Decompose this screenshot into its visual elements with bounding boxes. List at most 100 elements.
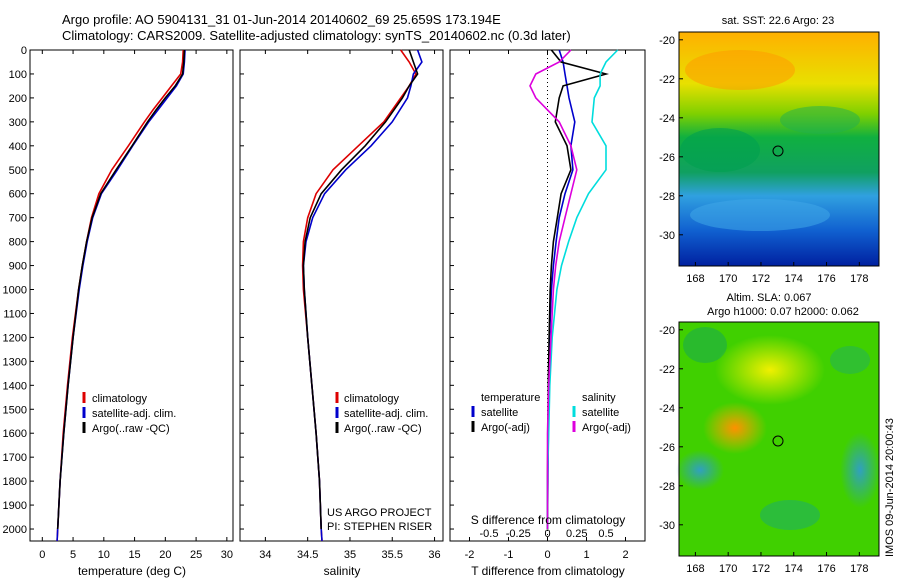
temperature-xlabel: temperature (deg C) <box>78 564 186 578</box>
y-tick-label: 600 <box>9 189 27 201</box>
lon-tick-label: 178 <box>850 273 868 285</box>
sst-cool-patch <box>690 199 830 231</box>
legend-label-s-satellite: satellite <box>582 407 619 419</box>
y-tick-label: 800 <box>9 237 27 249</box>
lat-tick-label: -30 <box>659 230 675 242</box>
y-tick-label: 900 <box>9 261 27 273</box>
y-tick-label: 700 <box>9 213 27 225</box>
sst-map <box>678 31 880 267</box>
y-tick-label: 1100 <box>3 308 27 320</box>
lat-tick-label: -26 <box>659 152 675 164</box>
sst-map-ticks: 168 170 172 174 176 178 -20 -22 -24 -26 -28 -30 <box>659 35 868 285</box>
x-tick-label: -1 <box>504 549 514 561</box>
lon-tick-label: 172 <box>752 273 770 285</box>
x-tick-label: 1 <box>583 549 589 561</box>
x-tick-label: 34.5 <box>297 549 318 561</box>
legend-label-climatology: climatology <box>344 393 400 405</box>
lat-tick-label: -22 <box>659 364 675 376</box>
x-tick-label: 34 <box>259 549 271 561</box>
sla-high-patch <box>703 402 767 454</box>
lat-tick-label: -30 <box>659 520 675 532</box>
temperature-legend: climatology satellite-adj. clim. Argo(..… <box>82 392 176 435</box>
x-tick-label: 25 <box>190 549 202 561</box>
y-tick-label: 200 <box>9 93 27 105</box>
legend-label-t-argo: Argo(-adj) <box>481 422 530 434</box>
sla-yellow-patch <box>715 335 825 405</box>
legend-heading-salinity: salinity <box>582 392 616 404</box>
series-line-climatology <box>301 49 417 542</box>
s-tick-label: -0.5 <box>480 528 499 540</box>
lon-tick-label: 170 <box>719 563 737 575</box>
sst-map-frame <box>678 31 880 267</box>
x-tick-label: 0 <box>544 549 550 561</box>
x-tick-label: 0 <box>39 549 45 561</box>
y-tick-label: 2000 <box>3 524 27 536</box>
y-tick-label: 400 <box>9 141 27 153</box>
y-tick-label: 1200 <box>3 332 27 344</box>
series-line-climatology <box>56 49 184 542</box>
lon-tick-label: 170 <box>719 273 737 285</box>
y-tick-label: 1600 <box>3 428 27 440</box>
sla-green-patch <box>830 346 870 374</box>
sst-map-title: sat. SST: 22.6 Argo: 23 <box>722 15 835 27</box>
lon-tick-label: 178 <box>850 563 868 575</box>
legend-heading-temperature: temperature <box>481 392 540 404</box>
sla-map-ticks: 168 170 172 174 176 178 -20 -22 -24 -26 -28 -30 <box>659 325 868 575</box>
s-tick-label: 0.5 <box>598 528 613 540</box>
lon-tick-label: 172 <box>752 563 770 575</box>
lat-tick-label: -20 <box>659 35 675 47</box>
y-tick-label: 1800 <box>3 476 27 488</box>
y-tick-label: 1400 <box>3 380 27 392</box>
series-line-satellite-adj-clim- <box>302 49 423 542</box>
series-line-argo-raw-qc- <box>302 49 419 530</box>
imos-stamp: IMOS 09-Jun-2014 20:00:43 <box>884 418 896 557</box>
lat-tick-label: -28 <box>659 191 675 203</box>
s-tick-label: 0.25 <box>566 528 587 540</box>
y-tick-label: 300 <box>9 117 27 129</box>
legend-label-satellite: satellite-adj. clim. <box>92 408 176 420</box>
difference-legend: temperature salinity satellite Argo(-adj… <box>471 392 631 434</box>
legend-label-satellite: satellite-adj. clim. <box>344 408 428 420</box>
x-tick-label: 20 <box>159 549 171 561</box>
series-line-satellite-adj-clim- <box>56 49 186 542</box>
salinity-chart: 34 34.5 35 35.5 36 <box>240 49 441 561</box>
sst-green-patch <box>680 128 760 172</box>
temperature-axes <box>29 49 234 542</box>
lat-tick-label: -24 <box>659 403 675 415</box>
legend-label-argo: Argo(..raw -QC) <box>92 423 170 435</box>
x-tick-label: 10 <box>98 549 110 561</box>
lon-tick-label: 168 <box>686 273 704 285</box>
sst-green-patch <box>780 106 860 134</box>
argo-float-marker <box>772 435 784 447</box>
x-tick-label: 30 <box>221 549 233 561</box>
legend-label-t-satellite: satellite <box>481 407 518 419</box>
temperature-chart: 0100200300400500600700800900100011001200… <box>3 45 233 561</box>
lon-tick-label: 176 <box>817 563 835 575</box>
x-tick-label: 36 <box>428 549 440 561</box>
tdiff-xlabel: T difference from climatology <box>471 564 625 578</box>
legend-label-climatology: climatology <box>92 393 148 405</box>
sla-map <box>676 321 880 557</box>
sla-green-patch <box>760 500 820 530</box>
sla-map-title2: Argo h1000: 0.07 h2000: 0.062 <box>707 306 859 318</box>
s-tick-label: -0.25 <box>506 528 531 540</box>
sla-low-patch <box>676 450 724 490</box>
header-line2: Climatology: CARS2009. Satellite-adjuste… <box>62 28 571 43</box>
salinity-axes <box>239 49 444 542</box>
x-tick-label: 35.5 <box>382 549 403 561</box>
lon-tick-label: 168 <box>686 563 704 575</box>
y-tick-label: 500 <box>9 165 27 177</box>
sla-low-patch <box>840 432 880 508</box>
sla-map-frame <box>678 321 880 557</box>
x-tick-label: -2 <box>465 549 475 561</box>
x-tick-label: 15 <box>128 549 140 561</box>
y-tick-label: 1900 <box>3 500 27 512</box>
pi-annotation: PI: STEPHEN RISER <box>327 521 432 533</box>
x-tick-label: 5 <box>70 549 76 561</box>
legend-label-argo: Argo(..raw -QC) <box>344 423 422 435</box>
sla-green-patch <box>683 327 727 363</box>
lon-tick-label: 174 <box>785 563 803 575</box>
y-tick-label: 1300 <box>3 356 27 368</box>
sla-map-title1: Altim. SLA: 0.067 <box>727 292 812 304</box>
